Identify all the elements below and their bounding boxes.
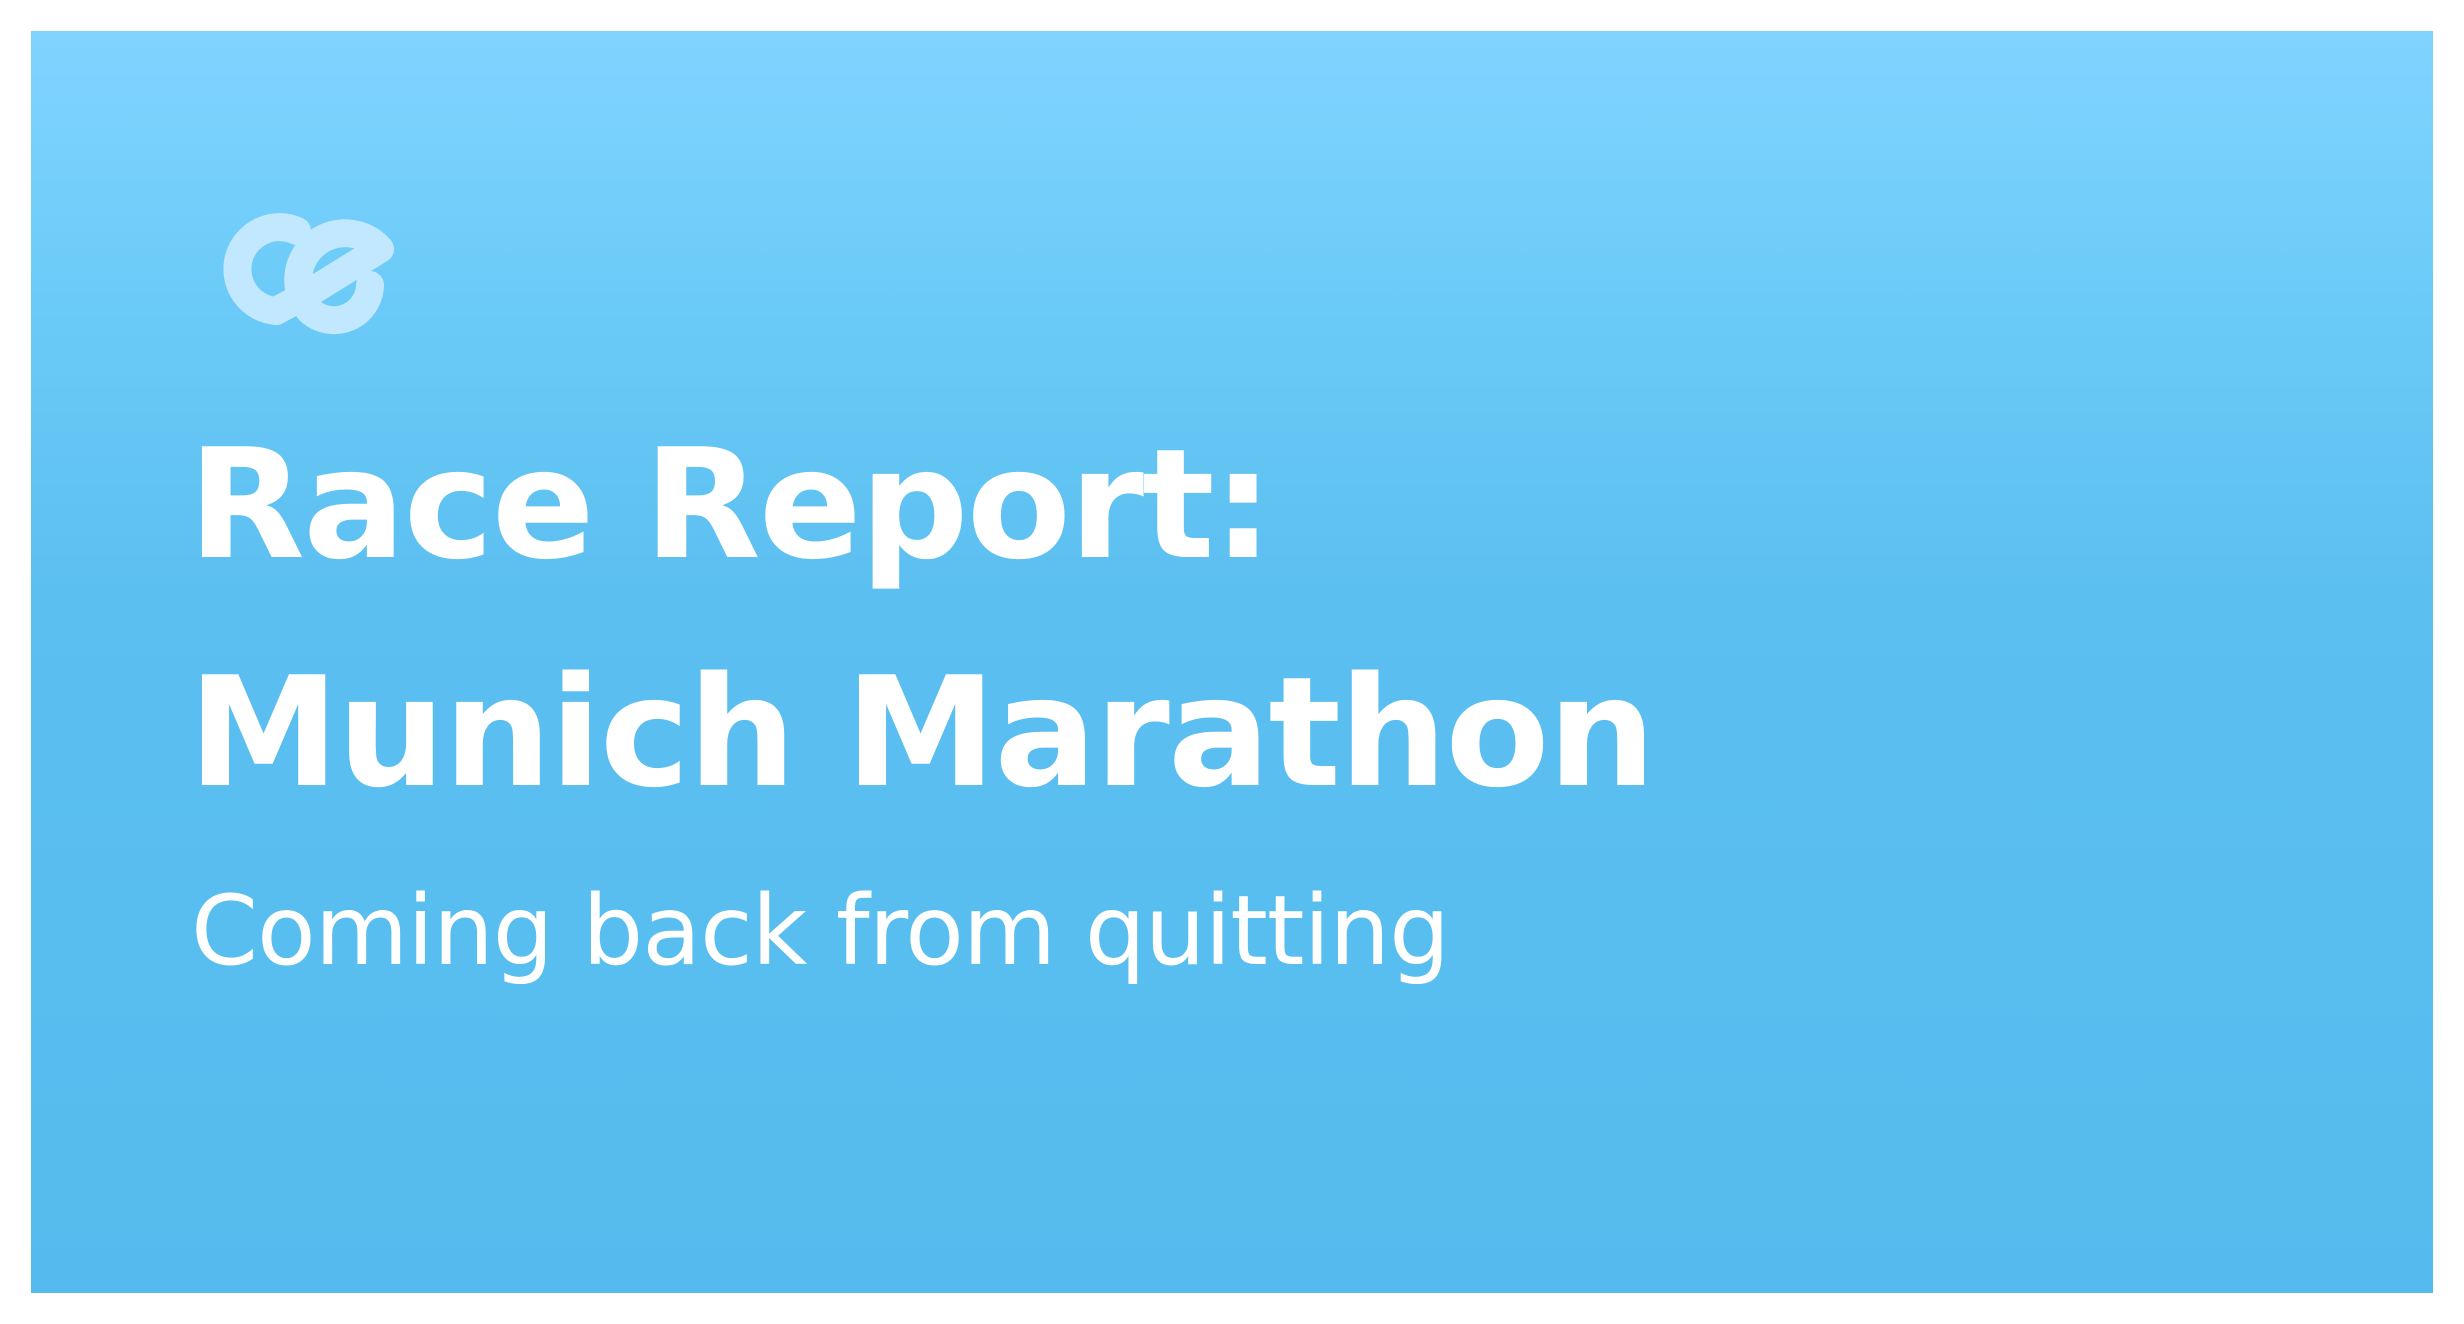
title-line-1: Race Report: [188,416,1273,593]
page-subtitle: Coming back from quitting [191,875,1450,987]
page-title: Race Report: Munich Marathon [188,391,1656,847]
ce-logo-icon [194,193,424,353]
title-line-2: Munich Marathon [188,644,1656,821]
hero-card: Race Report: Munich Marathon Coming back… [31,31,2433,1293]
